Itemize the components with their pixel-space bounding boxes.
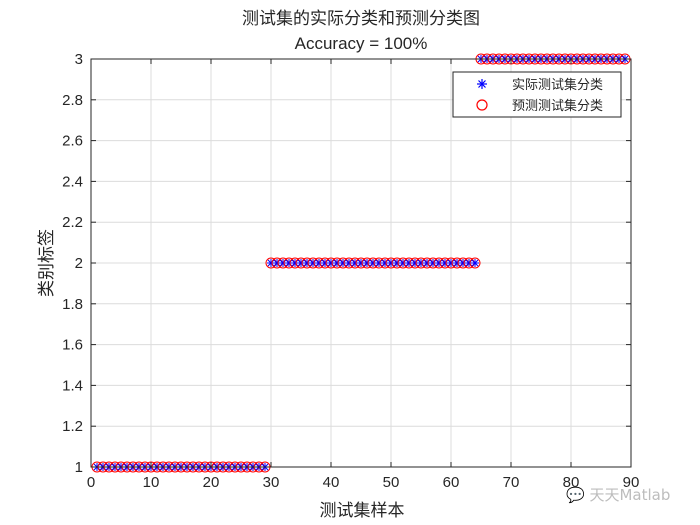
- x-tick-label: 80: [563, 474, 580, 491]
- x-tick-label: 40: [323, 474, 340, 491]
- wechat-icon: 💬: [566, 486, 590, 504]
- y-tick-label: 1.4: [62, 377, 83, 394]
- legend: 实际测试集分类 预测测试集分类: [452, 71, 622, 118]
- watermark: 💬 天天Matlab: [566, 484, 670, 505]
- y-tick-label: 2.4: [62, 173, 83, 190]
- y-tick-label: 1: [75, 459, 83, 476]
- y-tick-label: 1.2: [62, 418, 83, 435]
- legend-label-predicted: 预测测试集分类: [512, 98, 603, 114]
- legend-label-actual: 实际测试集分类: [512, 77, 603, 93]
- x-tick-label: 20: [203, 474, 220, 491]
- x-tick-label: 60: [443, 474, 460, 491]
- y-tick-label: 1.6: [62, 337, 83, 354]
- watermark-text: 天天Matlab: [589, 486, 671, 504]
- y-tick-label: 2: [75, 255, 83, 272]
- x-tick-label: 30: [263, 474, 280, 491]
- axis-ticks: 0 10 20 30 40 50 60 70 80 90 1 1.2 1.4 1.6 1.8 2 2.2 2.4 2…: [62, 51, 639, 491]
- chart-title: 测试集的实际分类和预测分类图: [242, 9, 480, 29]
- x-tick-label: 10: [143, 474, 160, 491]
- y-axis-label: 类别标签: [37, 229, 57, 297]
- circle-marker-icon: [476, 99, 488, 111]
- x-axis-label: 测试集样本: [320, 501, 405, 521]
- x-tick-label: 90: [623, 474, 640, 491]
- asterisk-marker-icon: [477, 79, 487, 89]
- x-tick-label: 50: [383, 474, 400, 491]
- x-tick-label: 70: [503, 474, 520, 491]
- y-tick-label: 3: [75, 51, 83, 68]
- y-tick-label: 2.2: [62, 214, 83, 231]
- y-tick-label: 2.6: [62, 133, 83, 150]
- y-tick-label: 2.8: [62, 92, 83, 109]
- x-tick-label: 0: [87, 474, 95, 491]
- accuracy-subtitle: Accuracy = 100%: [294, 34, 428, 53]
- y-tick-label: 1.8: [62, 296, 83, 313]
